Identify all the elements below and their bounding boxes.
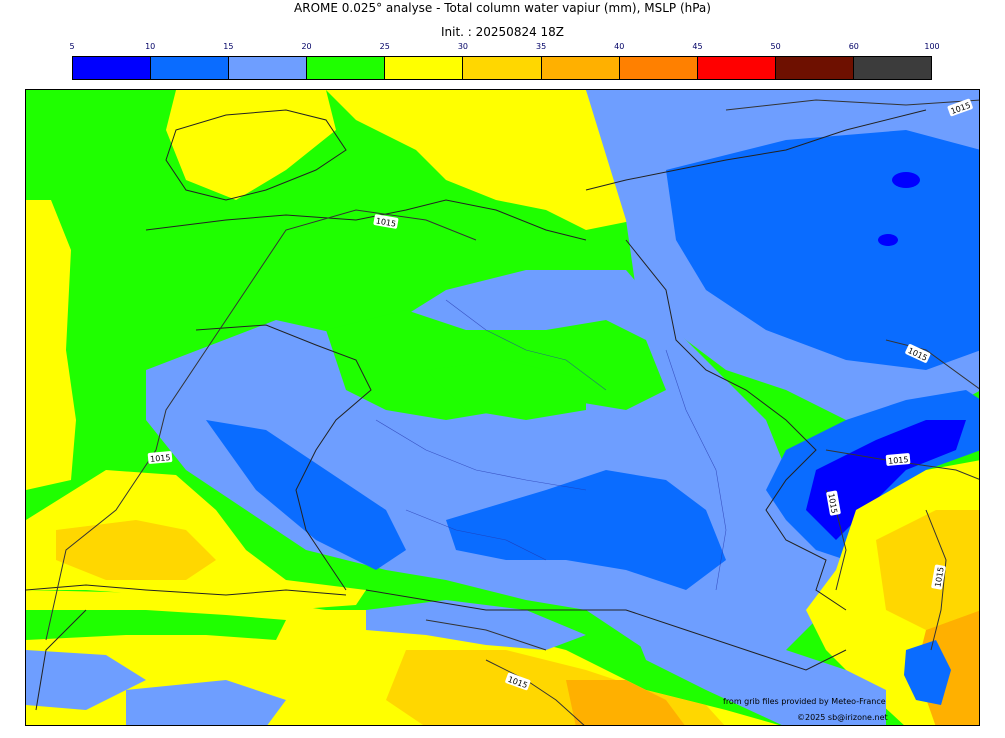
chart-title: AROME 0.025° analyse - Total column wate… (294, 1, 711, 15)
isobar-label: 1015 (826, 493, 838, 515)
colorbar-swatch (229, 57, 308, 79)
colorbar-tick-label: 5 (69, 42, 75, 51)
colorbar-tick-label: 25 (379, 42, 390, 51)
colorbar-swatch (619, 57, 698, 79)
init-time: Init. : 20250824 18Z (440, 25, 565, 39)
colorbar-swatch (775, 57, 854, 79)
colorbar-tick-label: 15 (223, 42, 234, 51)
colorbar-swatch (853, 57, 932, 79)
colorbar-swatch (541, 57, 620, 79)
colorbar-swatch (463, 57, 542, 79)
isobar-label: 1015 (375, 216, 397, 228)
colorbar-tick-label: 10 (145, 42, 156, 51)
weather-map: 1015 1015 1015 1015 1015 1015 1015 1015 (25, 89, 980, 726)
colorbar-tick-label: 30 (457, 42, 468, 51)
colorbar-tick-label: 40 (614, 42, 625, 51)
isobar-label: 1015 (933, 566, 945, 588)
copyright-credit: ©2025 sb@irizone.net (797, 713, 888, 722)
moisture-field-10-15 (666, 130, 979, 370)
colorbar-swatch (385, 57, 464, 79)
coastlines (26, 109, 927, 711)
map-canvas: 1015 1015 1015 1015 1015 1015 1015 1015 (26, 90, 979, 725)
colorbar-tick-label: 45 (692, 42, 703, 51)
colorbar-swatch (697, 57, 776, 79)
isobar-labels: 1015 1015 1015 1015 1015 1015 1015 1015 (147, 98, 973, 690)
colorbar-tick-label: 20 (301, 42, 312, 51)
colorbar-tick-label: 60 (848, 42, 859, 51)
colorbar-swatch (307, 57, 386, 79)
data-source-credit: from grib files provided by Meteo-France (723, 697, 886, 706)
colorbar (72, 56, 932, 80)
colorbar-swatch (151, 57, 230, 79)
moisture-field-5-10 (806, 420, 966, 540)
rivers (375, 299, 727, 591)
colorbar-tick-label: 50 (770, 42, 781, 51)
isobar-label: 1015 (888, 455, 909, 466)
colorbar-tick-label: 35 (535, 42, 547, 51)
colorbar-swatch (73, 57, 152, 79)
isobar-label: 1015 (150, 453, 171, 464)
colorbar-tick-label: 100 (924, 42, 940, 51)
moisture-field-25-30 (326, 90, 636, 230)
